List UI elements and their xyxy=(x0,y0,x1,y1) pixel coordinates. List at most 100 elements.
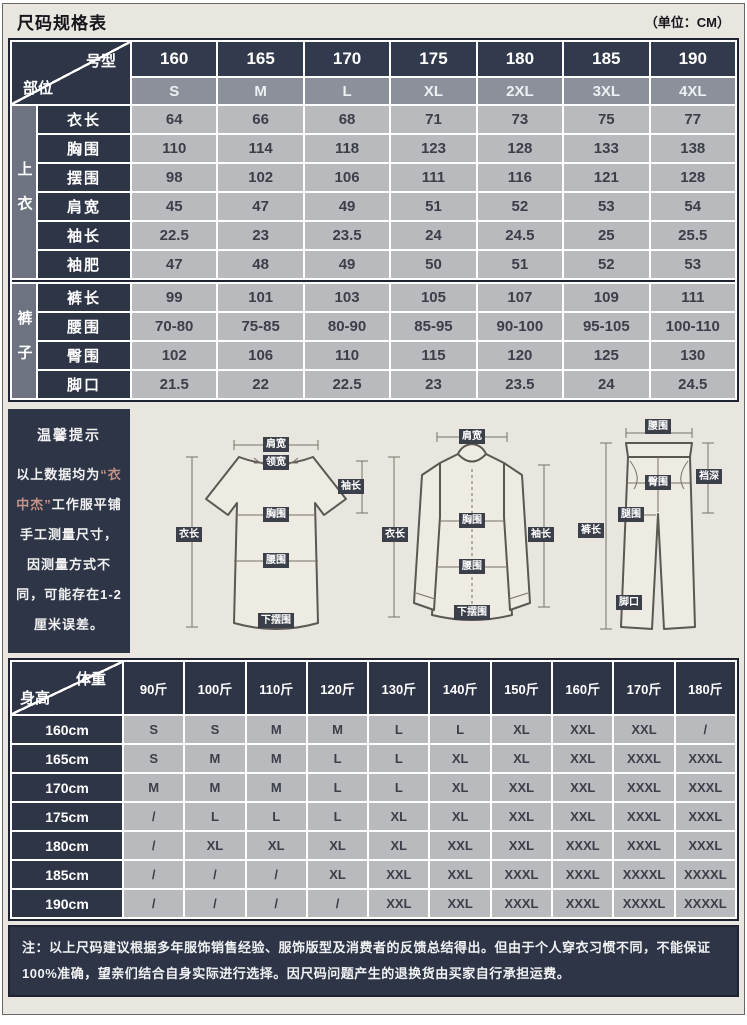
measurement-cell: 128 xyxy=(477,135,563,162)
corner-top-label: 号型 xyxy=(85,53,116,70)
measurement-cell: 48 xyxy=(218,251,303,278)
measurement-cell: 47 xyxy=(132,251,217,278)
measurement-cell: 105 xyxy=(391,284,476,311)
recommendation-cell: M xyxy=(246,745,306,772)
measurement-cell: 138 xyxy=(650,135,735,162)
recommendation-cell: XXXL xyxy=(553,890,613,917)
tshirt-sleeve-label: 袖长 xyxy=(338,479,364,494)
weight-header-cell: 160斤 xyxy=(553,662,613,714)
measurement-cell: 23 xyxy=(218,222,303,249)
group-label: 上衣 xyxy=(12,106,36,278)
recommendation-cell: XXL xyxy=(553,716,613,743)
weight-header-cell: 140斤 xyxy=(430,662,490,714)
row-label: 袖长 xyxy=(38,222,130,249)
shirt-hem-label: 下摆围 xyxy=(454,605,490,620)
recommendation-cell: XXL xyxy=(491,803,552,830)
model-header-cell: 175 xyxy=(391,42,476,76)
row-label: 袖肥 xyxy=(38,251,130,278)
recommendation-cell: XXXL xyxy=(553,861,613,888)
model-header-cell: 165 xyxy=(218,42,303,76)
weight-header-cell: 100斤 xyxy=(185,662,245,714)
row-label: 衣长 xyxy=(38,106,130,133)
row-label: 胸围 xyxy=(38,135,130,162)
measurement-cell: 103 xyxy=(304,284,390,311)
measurement-cell: 123 xyxy=(391,135,476,162)
measurement-row: 胸围 110 114 118 123 128 133 138 xyxy=(12,135,735,162)
recommendation-cell: / xyxy=(185,890,245,917)
measurement-row: 裤子 裤长 99 101 103 105 107 109 111 xyxy=(12,284,735,398)
page-title: 尺码规格表 xyxy=(17,13,107,33)
recommendation-cell: / xyxy=(185,861,245,888)
group-label: 裤子 xyxy=(12,284,36,398)
measurement-cell: 70-80 xyxy=(132,313,217,340)
recommendation-cell: XL xyxy=(491,716,552,743)
shirt-sleeve-label: 袖长 xyxy=(528,527,554,542)
measurement-cell: 68 xyxy=(304,106,390,133)
tips-text-before: 以上数据均为 xyxy=(16,467,101,482)
recommendation-cell: S xyxy=(124,745,184,772)
recommendation-cell: XXXL xyxy=(614,774,674,801)
hw-corner-bottom-label: 身高 xyxy=(20,690,51,707)
note-text: 注：以上尺码建议根据多年服饰销售经验、服饰版型及消费者的反馈总结得出。但由于个人… xyxy=(22,940,711,981)
measurement-cell: 80-90 xyxy=(304,313,390,340)
measurement-cell: 25.5 xyxy=(650,222,735,249)
recommendation-cell: S xyxy=(185,716,245,743)
measurement-cell: 90-100 xyxy=(477,313,563,340)
size-header-cell: L xyxy=(304,78,390,104)
measurement-cell: 24 xyxy=(564,371,649,398)
recommendation-cell: L xyxy=(369,716,429,743)
measurement-cell: 133 xyxy=(564,135,649,162)
size-header-cell: XL xyxy=(391,78,476,104)
pants-waist-label: 腰围 xyxy=(645,419,671,434)
measurement-cell: 115 xyxy=(391,342,476,369)
recommendation-cell: XXL xyxy=(491,832,552,859)
tshirt-collar-label: 领宽 xyxy=(263,455,289,470)
size-header-cell: M xyxy=(218,78,303,104)
measurement-cell: 52 xyxy=(564,251,649,278)
measurement-cell: 110 xyxy=(304,342,390,369)
recommendation-cell: XXL xyxy=(553,745,613,772)
measurement-cell: 101 xyxy=(218,284,303,311)
recommendation-cell: XXL xyxy=(430,890,490,917)
measurement-cell: 64 xyxy=(132,106,217,133)
pants-diagram: 腰围 裆深 臀围 腿围 裤长 脚口 xyxy=(578,417,738,655)
tips-text: 以上数据均为“衣中杰”工作服平铺手工测量尺寸，因测量方式不同，可能存在1-2厘米… xyxy=(16,460,122,640)
recommendation-cell: M xyxy=(246,774,306,801)
height-label: 165cm xyxy=(12,745,122,772)
weight-header-cell: 180斤 xyxy=(675,662,735,714)
measurement-row: 臀围 102 106 110 115 120 125 130 xyxy=(12,342,735,369)
height-label: 190cm xyxy=(12,890,122,917)
size-header-cell: 2XL xyxy=(477,78,563,104)
recommendation-cell: / xyxy=(124,890,184,917)
measurement-cell: 24.5 xyxy=(650,371,735,398)
recommendation-row: 170cm M M M L L XL XXL XXL XXXL XXXL xyxy=(12,774,735,801)
shirt-chest-label: 胸围 xyxy=(459,513,485,528)
measurement-cell: 114 xyxy=(218,135,303,162)
measurement-cell: 51 xyxy=(477,251,563,278)
measurement-row: 袖长 22.5 23 23.5 24 24.5 25 25.5 xyxy=(12,222,735,249)
recommendation-cell: XXL xyxy=(614,716,674,743)
measurement-row: 肩宽 45 47 49 51 52 53 54 xyxy=(12,193,735,220)
recommendation-row: 185cm / / / XL XXL XXL XXXL XXXL XXXXL XXXXL xyxy=(12,861,735,888)
recommendation-cell: XXL xyxy=(430,832,490,859)
section-separator xyxy=(12,280,735,282)
tips-title: 温馨提示 xyxy=(37,427,101,443)
model-header-cell: 160 xyxy=(132,42,217,76)
recommendation-cell: M xyxy=(185,745,245,772)
tshirt-diagram: 肩宽 领宽 袖长 胸围 腰围 下摆围 衣长 xyxy=(176,417,376,655)
recommendation-cell: S xyxy=(124,716,184,743)
recommendation-cell: XXXL xyxy=(553,832,613,859)
recommendation-cell: XL xyxy=(185,832,245,859)
model-header-cell: 180 xyxy=(477,42,563,76)
size-table-frame: 号型 部位 160 165 170 175 180 185 190 S M L XL 2XL 3XL 4… xyxy=(8,38,739,402)
row-label: 脚口 xyxy=(38,371,130,398)
recommendation-cell: M xyxy=(185,774,245,801)
recommendation-cell: L xyxy=(185,803,245,830)
measurement-cell: 106 xyxy=(218,342,303,369)
recommendation-cell: XXXL xyxy=(675,774,735,801)
recommendation-cell: XXXL xyxy=(675,745,735,772)
pants-length-label: 裤长 xyxy=(578,523,604,538)
recommendation-cell: L xyxy=(246,803,306,830)
weight-header-cell: 90斤 xyxy=(124,662,184,714)
model-header-cell: 170 xyxy=(304,42,390,76)
